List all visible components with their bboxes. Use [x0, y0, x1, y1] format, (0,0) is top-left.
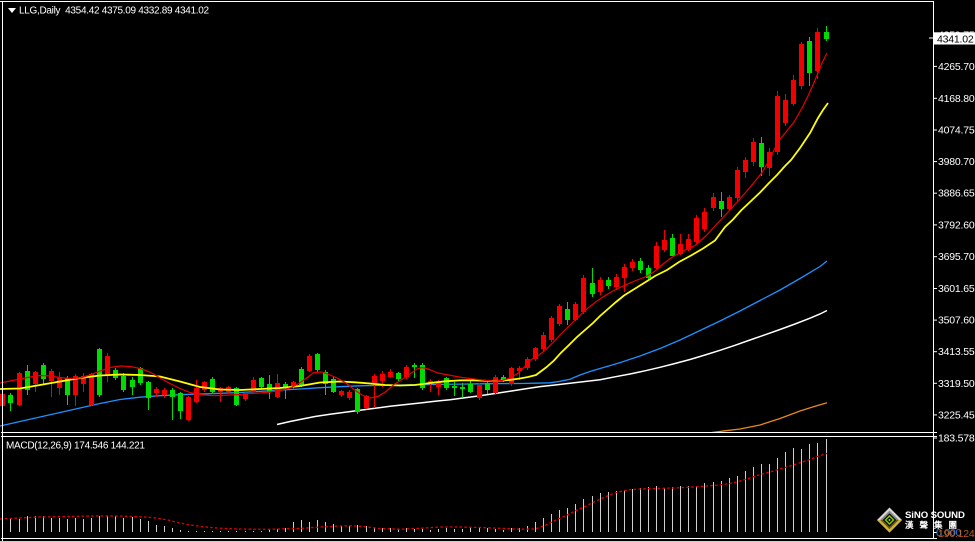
- svg-text:漢聲集團: 漢聲集團: [905, 520, 963, 530]
- svg-text:3695.70: 3695.70: [938, 251, 975, 263]
- svg-text:3792.60: 3792.60: [938, 219, 975, 231]
- svg-text:4074.75: 4074.75: [938, 125, 975, 137]
- svg-text:190.124: 190.124: [938, 528, 975, 540]
- svg-text:SiNO SOUND: SiNO SOUND: [905, 510, 965, 521]
- svg-text:3980.70: 3980.70: [938, 156, 975, 168]
- svg-text:0.000: 0.000: [936, 527, 962, 539]
- svg-text:3319.50: 3319.50: [938, 378, 975, 390]
- svg-text:MACD(12,26,9) 174.546 144.221: MACD(12,26,9) 174.546 144.221: [6, 441, 145, 452]
- svg-text:3507.60: 3507.60: [938, 315, 975, 327]
- svg-text:3886.65: 3886.65: [938, 188, 975, 200]
- svg-text:183.578: 183.578: [938, 433, 975, 445]
- svg-text:4265.70: 4265.70: [938, 61, 975, 73]
- svg-text:LLG,Daily 4354.42 4375.09 433: LLG,Daily 4354.42 4375.09 4332.89 4341.0…: [19, 6, 210, 17]
- svg-text:3601.65: 3601.65: [938, 283, 975, 295]
- svg-text:4341.02: 4341.02: [937, 33, 974, 45]
- svg-text:3225.45: 3225.45: [938, 409, 975, 421]
- svg-text:3413.55: 3413.55: [938, 346, 975, 358]
- svg-text:4168.80: 4168.80: [938, 93, 975, 105]
